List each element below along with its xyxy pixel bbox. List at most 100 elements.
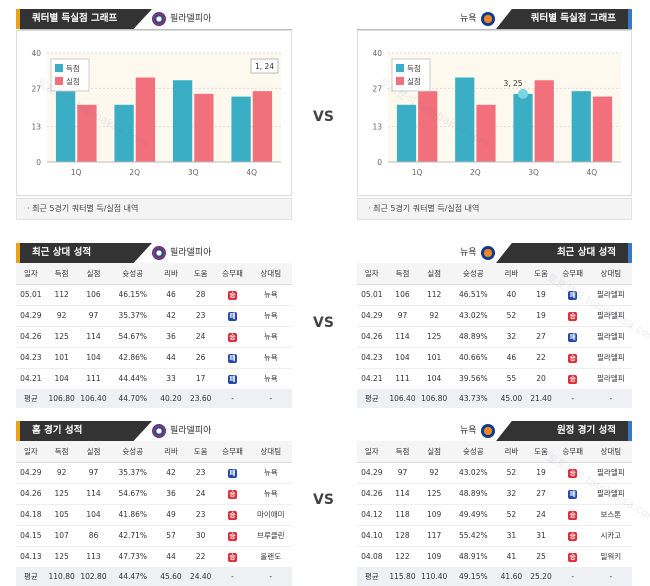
- home-table-left: 일자 득점 실점 슛성공 리바 도움 승무패 상대팀 04.29 92 97 35.37% 42 23 패 뉴…: [16, 441, 292, 586]
- table-row: 05.01 106 112 46.51% 40 19 패 필라델피: [357, 284, 632, 306]
- table-cell: 04.26: [16, 483, 46, 505]
- table-cell: 41.86%: [109, 504, 157, 526]
- team-name: 뉴욕: [460, 14, 477, 24]
- y-tick-label: 40: [372, 49, 382, 58]
- recent-table-right: 일자 득점 실점 슛성공 리바 도움 승무패 상대팀 05.01 106 112 46.51% 40 19…: [357, 263, 632, 408]
- chart-note-left: · 최근 5경기 쿼터별 득/실점 내역: [16, 198, 292, 220]
- win-badge: 승: [568, 353, 578, 363]
- table-cell: 뉴욕: [249, 368, 292, 390]
- column-header: 슛성공: [109, 441, 157, 463]
- average-cell: -: [609, 394, 613, 404]
- table-cell: 57: [156, 525, 186, 547]
- table-row: 04.18 105 104 41.86% 49 23 승 마이애미: [16, 504, 292, 526]
- table-cell: 19: [526, 462, 556, 484]
- average-cell: 110.80: [48, 572, 75, 582]
- result-cell: 패: [215, 462, 250, 484]
- table-cell: 25: [526, 546, 556, 568]
- table-cell: 36: [156, 483, 186, 505]
- table-cell: 41: [496, 546, 527, 568]
- table-header-row: 일자 득점 실점 슛성공 리바 도움 승무패 상대팀: [16, 441, 292, 463]
- table-cell: 111: [77, 368, 110, 390]
- table-cell: 92: [418, 305, 451, 327]
- table-row: 04.08 122 109 48.91% 41 25 승 밀워키: [357, 546, 632, 568]
- column-header: 리바: [496, 441, 527, 463]
- column-header: 일자: [357, 441, 387, 463]
- table-row: 04.13 125 113 47.73% 44 22 승 올랜도: [16, 546, 292, 568]
- win-badge: 승: [228, 552, 238, 562]
- table-cell: 뉴욕: [249, 284, 292, 306]
- win-badge: 승: [228, 531, 238, 541]
- x-tick-label: 2Q: [470, 168, 481, 177]
- table-cell: 뉴욕: [249, 347, 292, 369]
- table-cell: 33: [156, 368, 186, 390]
- x-tick-label: 4Q: [246, 168, 257, 177]
- table-cell: 47.73%: [109, 546, 157, 568]
- average-cell: 41.60: [500, 572, 523, 582]
- win-badge: 승: [568, 510, 578, 520]
- average-cell: 102.80: [80, 572, 107, 582]
- table-header-row: 일자 득점 실점 슛성공 리바 도움 승무패 상대팀: [357, 263, 632, 285]
- table-cell: 필라델피: [589, 305, 632, 327]
- new-york-logo-icon: [480, 246, 495, 260]
- column-header: 실점: [418, 263, 451, 285]
- average-cell: 21.40: [530, 394, 552, 404]
- result-cell: 승: [555, 525, 590, 547]
- table-row: 05.01 112 106 46.15% 46 28 승 뉴욕: [16, 284, 292, 306]
- average-cell: -: [231, 394, 234, 404]
- table-cell: 125: [45, 326, 78, 348]
- column-header: 리바: [156, 263, 186, 285]
- result-cell: 패: [555, 284, 590, 306]
- column-header: 일자: [16, 441, 46, 463]
- column-header: 승무패: [215, 441, 250, 463]
- section-accent: [628, 9, 632, 29]
- table-cell: 04.26: [16, 326, 46, 348]
- table-header-row: 일자 득점 실점 슛성공 리바 도움 승무패 상대팀: [16, 263, 292, 285]
- table-cell: 92: [418, 462, 451, 484]
- table-cell: 05.01: [357, 284, 387, 306]
- vs-label: VS: [313, 109, 334, 125]
- divider: [20, 29, 292, 30]
- result-cell: 승: [215, 326, 250, 348]
- loss-badge: 패: [568, 290, 578, 300]
- column-header: 리바: [496, 263, 527, 285]
- table-cell: 107: [45, 525, 78, 547]
- table-cell: 97: [77, 462, 110, 484]
- table-cell: 30: [185, 525, 216, 547]
- table-cell: 보스톤: [589, 504, 632, 526]
- table-cell: 26: [185, 347, 216, 369]
- tooltip-text: 1, 24: [255, 62, 274, 71]
- table-cell: 23: [185, 462, 216, 484]
- table-cell: 92: [45, 462, 78, 484]
- column-header: 상대팀: [249, 263, 292, 285]
- column-header: 승무패: [555, 441, 590, 463]
- column-header: 득점: [45, 263, 78, 285]
- table-cell: 97: [77, 305, 110, 327]
- table-cell: 44: [156, 347, 186, 369]
- bar: [252, 91, 273, 162]
- x-tick-label: 1Q: [71, 168, 82, 177]
- table-cell: 52: [496, 462, 527, 484]
- column-header: 도움: [185, 263, 216, 285]
- average-label: 평균: [23, 394, 38, 404]
- table-cell: 46: [156, 284, 186, 306]
- average-cell: -: [269, 572, 273, 582]
- win-badge: 승: [568, 468, 578, 478]
- win-badge: 승: [228, 290, 238, 300]
- column-header: 도움: [185, 441, 216, 463]
- table-cell: 필라델피: [589, 368, 632, 390]
- result-cell: 패: [215, 305, 250, 327]
- table-cell: 24: [185, 483, 216, 505]
- table-cell: 113: [77, 546, 110, 568]
- table-cell: 04.29: [16, 462, 46, 484]
- column-header: 실점: [418, 441, 451, 463]
- average-cell: 110.40: [421, 572, 448, 582]
- table-row: 04.26 114 125 48.89% 32 27 패 필라델피: [357, 483, 632, 505]
- table-cell: 04.29: [16, 305, 46, 327]
- loss-badge: 패: [568, 332, 578, 342]
- table-cell: 114: [386, 483, 419, 505]
- result-cell: 패: [215, 347, 250, 369]
- table-cell: 뉴욕: [249, 462, 292, 484]
- average-cell: 45.00: [500, 394, 523, 404]
- average-cell: -: [571, 572, 575, 582]
